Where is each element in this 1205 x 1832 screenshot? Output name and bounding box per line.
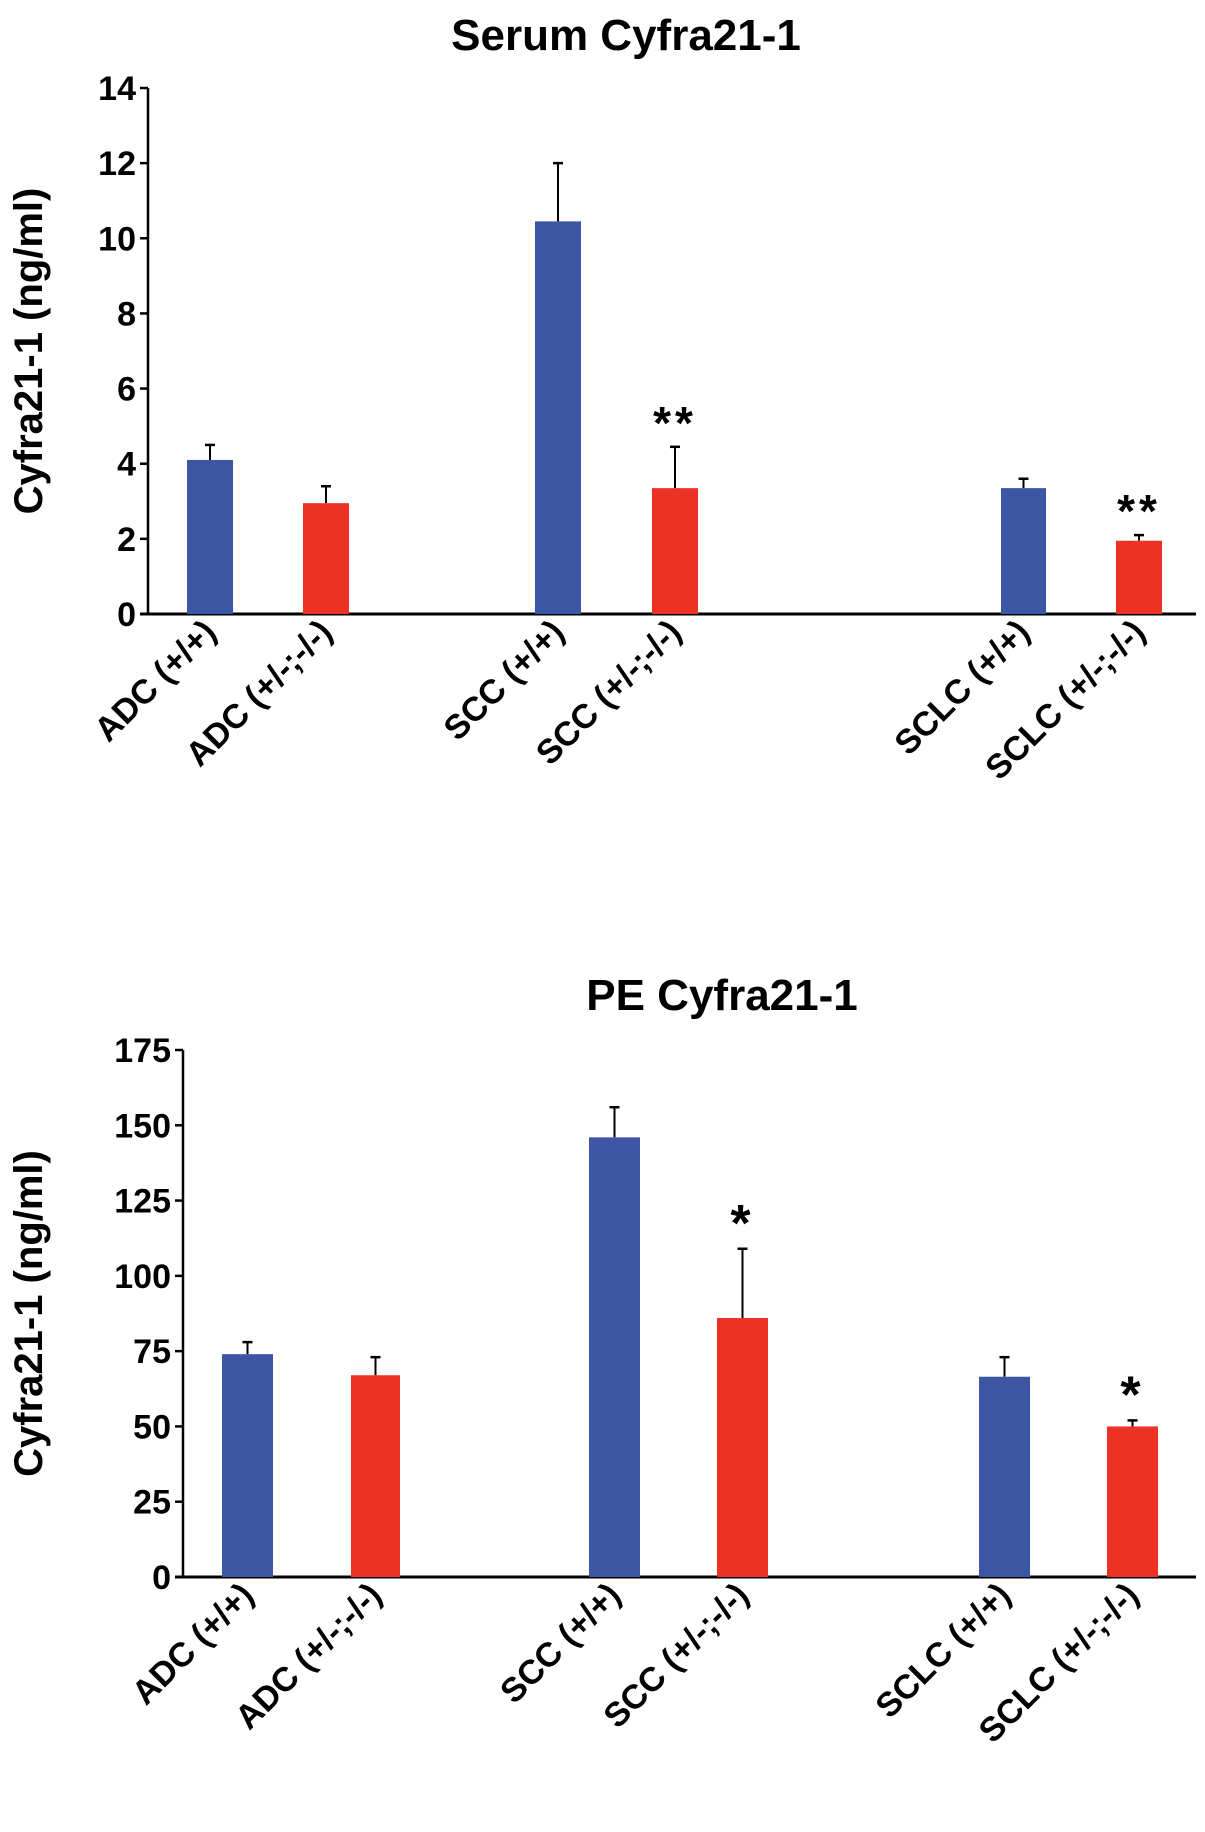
y-tick-label: 150 <box>114 1107 171 1145</box>
bar <box>1116 540 1162 614</box>
bar <box>187 459 233 614</box>
y-tick-label: 14 <box>98 70 136 108</box>
bar <box>979 1376 1030 1577</box>
bar <box>351 1375 400 1577</box>
y-tick-label: 10 <box>98 220 136 258</box>
bar <box>222 1354 273 1577</box>
y-tick-label: 12 <box>98 145 136 183</box>
chart-title: PE Cyfra21-1 <box>586 971 857 1020</box>
y-tick-label: 0 <box>117 596 136 634</box>
y-tick-label: 50 <box>133 1408 171 1446</box>
y-tick-label: 6 <box>117 371 136 409</box>
x-tick-label: ADC (+/+) <box>125 1576 261 1712</box>
y-tick-label: 125 <box>114 1183 171 1221</box>
y-tick-label: 8 <box>117 295 136 333</box>
significance-marker: * <box>1120 1366 1144 1424</box>
y-tick-label: 0 <box>152 1559 171 1597</box>
y-tick-label: 100 <box>114 1258 171 1296</box>
bar <box>717 1318 768 1577</box>
y-tick-label: 175 <box>114 1032 171 1070</box>
x-tick-label: SCC (+/+) <box>493 1576 628 1711</box>
chart-1: Serum Cyfra21-1 Cyfra21-1 (ng/ml) 0 2 4 6 8 10 1… <box>7 11 1196 787</box>
y-axis-label: Cyfra21-1 (ng/ml) <box>7 188 51 515</box>
bar <box>1107 1426 1158 1577</box>
bar <box>589 1137 640 1577</box>
significance-marker: ** <box>653 397 697 449</box>
chart-title: Serum Cyfra21-1 <box>451 11 801 60</box>
y-tick-label: 2 <box>117 521 136 559</box>
bar <box>1001 488 1046 614</box>
bar <box>303 503 349 614</box>
bar <box>535 221 581 614</box>
y-tick-label: 4 <box>117 446 136 484</box>
bar <box>652 488 698 614</box>
chart-2: PE Cyfra21-1 Cyfra21-1 (ng/ml) 0 25 50 75 100 1… <box>7 971 1196 1750</box>
significance-marker: ** <box>1117 485 1161 537</box>
y-tick-label: 75 <box>133 1333 171 1371</box>
y-tick-label: 25 <box>133 1484 171 1522</box>
y-axis-label: Cyfra21-1 (ng/ml) <box>7 1150 51 1477</box>
significance-marker: * <box>730 1195 754 1253</box>
